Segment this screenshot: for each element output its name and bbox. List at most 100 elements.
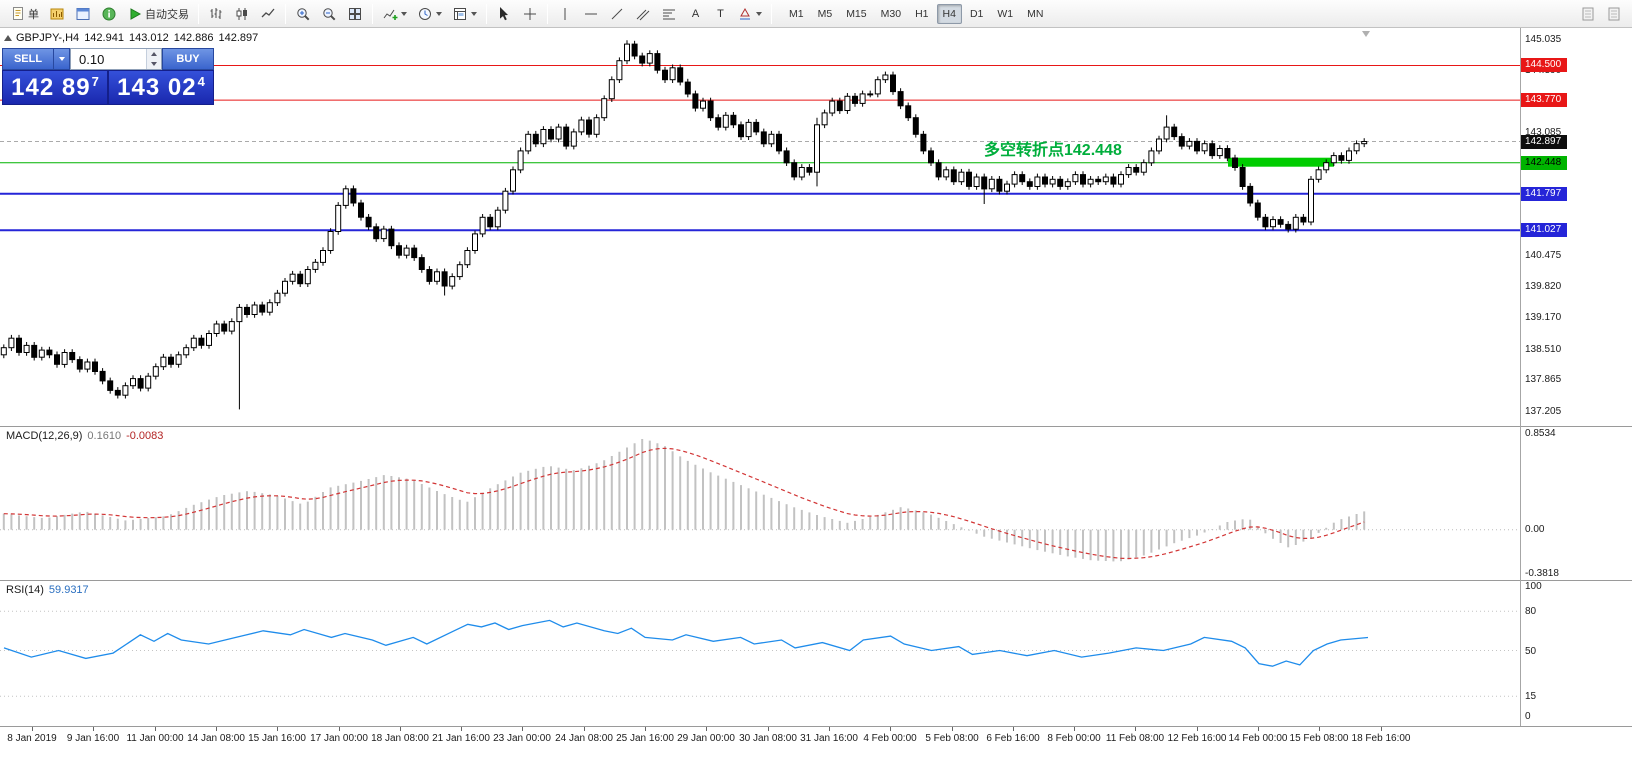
chart-annotation[interactable]: 多空转折点142.448 (984, 142, 1122, 159)
rsi-value: 59.9317 (48, 584, 89, 596)
time-tick (1074, 727, 1075, 731)
timeframe-m1[interactable]: M1 (789, 7, 804, 20)
macd-plot[interactable] (0, 427, 1520, 581)
price-tick-label: 137.205 (1525, 406, 1562, 417)
cursor-button[interactable] (492, 3, 516, 25)
indicators-button[interactable] (378, 3, 411, 25)
price-tick-label: 140.475 (1525, 250, 1562, 261)
line-chart-button[interactable] (256, 3, 280, 25)
volume-input[interactable] (71, 49, 146, 69)
arrows-button[interactable] (733, 3, 766, 25)
toolbar-separator (547, 3, 548, 24)
candlestick-chart-button[interactable] (230, 3, 254, 25)
text-tool-button[interactable]: A (683, 3, 706, 25)
fibonacci-button[interactable] (657, 3, 681, 25)
bars-icon (208, 6, 224, 22)
trend-icon (609, 6, 625, 22)
one-click-panel-toggle[interactable] (4, 35, 12, 41)
timeframe-mn[interactable]: MN (1027, 7, 1044, 20)
text-tool-button-label: A (691, 7, 700, 20)
buy-price[interactable]: 143 02 4 (108, 70, 214, 105)
volume-box (70, 48, 162, 70)
time-label: 12 Feb 16:00 (1167, 733, 1227, 744)
trade-options-dropdown[interactable] (54, 48, 70, 70)
sell-price[interactable]: 142 89 7 (2, 70, 108, 105)
time-axis[interactable]: 8 Jan 2019 9 Jan 16:00 11 Jan 00:00 14 Jan … (0, 726, 1632, 773)
timeframe-m15[interactable]: M15 (846, 7, 867, 20)
time-tick (768, 727, 769, 731)
periods-button[interactable] (413, 3, 446, 25)
time-tick (1381, 727, 1382, 731)
volume-up-button[interactable] (147, 49, 161, 59)
new-order-button[interactable]: 单 (6, 3, 43, 25)
buy-button[interactable]: BUY (162, 48, 214, 70)
tile-windows-button[interactable] (343, 3, 367, 25)
time-tick (277, 727, 278, 731)
market-watch-button[interactable] (45, 3, 69, 25)
volume-down-button[interactable] (147, 59, 161, 69)
indicator-tick-label: 100 (1525, 581, 1542, 592)
price-chart-pane[interactable]: GBPJPY-,H4 142.941 143.012 142.886 142.897 S… (0, 28, 1632, 426)
vertical-line-button[interactable] (553, 3, 577, 25)
toolbar-separator (486, 3, 487, 24)
time-label: 18 Jan 08:00 (371, 733, 429, 744)
current-price-tag: 142.897 (1521, 135, 1567, 149)
time-label: 24 Jan 08:00 (555, 733, 613, 744)
text-label-button[interactable]: T (708, 3, 731, 25)
timeframe-m30[interactable]: M30 (880, 7, 902, 20)
zoomin-icon (295, 6, 311, 22)
time-tick (1258, 727, 1259, 731)
rsi-pane[interactable]: RSI(14) 59.9317 100 80 50 15 0 (0, 580, 1632, 726)
macd-axis[interactable]: 0.8534 0.00 -0.3818 (1521, 427, 1631, 580)
price-tick-label: 139.170 (1525, 312, 1562, 323)
crosshair-button[interactable] (518, 3, 542, 25)
fibo-icon (661, 6, 677, 22)
volume-spinner (146, 49, 161, 69)
toolbar-separator (771, 3, 772, 24)
linec-icon (260, 6, 276, 22)
time-tick (522, 727, 523, 731)
macd-pane[interactable]: MACD(12,26,9) 0.1610 -0.0083 0.8534 0.00 -0.… (0, 426, 1632, 580)
chart-shift-marker[interactable] (1362, 31, 1370, 37)
indplus-icon (382, 6, 398, 22)
timeframe-m5[interactable]: M5 (817, 7, 833, 20)
horizontal-line-button[interactable] (579, 3, 603, 25)
time-label: 9 Jan 16:00 (66, 733, 120, 744)
time-label: 14 Jan 08:00 (187, 733, 245, 744)
autotrading-button[interactable]: 自动交易 (123, 3, 193, 25)
timeframe-h1[interactable]: H1 (915, 7, 929, 20)
cursor-icon (496, 6, 512, 22)
clock-icon (417, 6, 433, 22)
chart-overflow-button-1[interactable] (1576, 3, 1600, 25)
rsi-plot[interactable] (0, 581, 1520, 727)
bar-chart-button[interactable] (204, 3, 228, 25)
trendline-button[interactable] (605, 3, 629, 25)
macd-signal-value: -0.0083 (126, 430, 164, 442)
rsi-axis[interactable]: 100 80 50 15 0 (1521, 581, 1631, 726)
one-click-trading-panel: SELL BUY 142 897 143 024 (2, 48, 214, 105)
timeframe-d1[interactable]: D1 (969, 7, 984, 20)
timeframe-h4[interactable]: H4 (936, 3, 962, 24)
buy-price-main: 143 02 (117, 73, 197, 101)
winblue-icon (75, 6, 91, 22)
price-tick-label: 139.820 (1525, 281, 1562, 292)
navigator-button[interactable] (71, 3, 95, 25)
time-label: 18 Feb 16:00 (1351, 733, 1411, 744)
ohlc-low: 142.886 (173, 32, 214, 44)
equidistant-channel-button[interactable] (631, 3, 655, 25)
ohlc-open: 142.941 (84, 32, 124, 44)
toolbar-separator (372, 3, 373, 24)
price-axis[interactable]: 145.035144.390143.085140.475139.820139.1… (1521, 28, 1631, 426)
terminal-button[interactable] (97, 3, 121, 25)
tiles-icon (347, 6, 363, 22)
chevron-down-icon (436, 11, 442, 16)
zoom-in-button[interactable] (291, 3, 315, 25)
timeframe-w1[interactable]: W1 (997, 7, 1014, 20)
indicator-tick-label: -0.3818 (1525, 568, 1559, 579)
price-chart-plot[interactable] (0, 28, 1520, 426)
zoom-out-button[interactable] (317, 3, 341, 25)
time-tick (155, 727, 156, 731)
templates-button[interactable] (448, 3, 481, 25)
chart-overflow-button-2[interactable] (1602, 3, 1626, 25)
sell-button[interactable]: SELL (2, 48, 54, 70)
